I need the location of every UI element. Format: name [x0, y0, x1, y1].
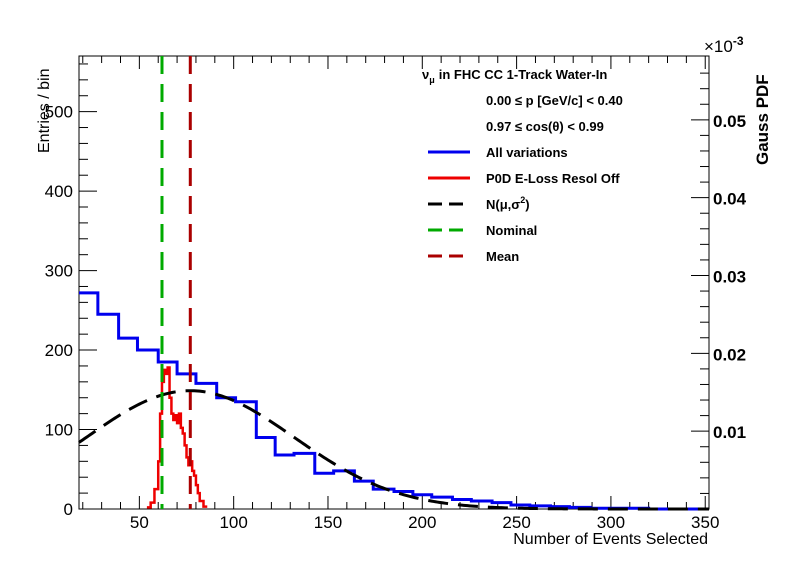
y2-exponent: -3: [733, 34, 744, 48]
x-tick-label: 100: [219, 513, 247, 532]
x-tick-label: 250: [502, 513, 530, 532]
vline-layer: [160, 56, 192, 509]
y-tick-label: 500: [45, 103, 73, 122]
y-tick-label: 300: [45, 262, 73, 281]
y-tick-label: 100: [45, 421, 73, 440]
y2-exponent-label: ×10-3: [704, 34, 744, 56]
series-layer: [78, 291, 709, 511]
y2-tick-label: 0.03: [713, 267, 746, 286]
legend-label: Nominal: [486, 223, 537, 238]
legend-label: N(μ,σ2): [486, 195, 530, 212]
y-tick-label: 200: [45, 341, 73, 360]
title-mu: μ: [429, 75, 435, 85]
y2-multiplier: ×10: [704, 37, 733, 56]
legend-label: Mean: [486, 249, 519, 264]
legend-label: P0D E-Loss Resol Off: [486, 171, 620, 186]
x-tick-label: 150: [314, 513, 342, 532]
p0d-eloss-histogram: [146, 366, 208, 509]
title-main: in FHC CC 1-Track Water-In: [439, 67, 608, 82]
y2-tick-label: 0.02: [713, 345, 746, 364]
cut-line-cos: 0.97 ≤ cos(θ) < 0.99: [486, 119, 604, 134]
y-axis-title: Entries / bin: [36, 69, 53, 153]
axes-layer: 50 100 150 200 250 300 350 0 100 200 300 400 500 0.01…: [45, 56, 747, 532]
all-variations-histogram: [79, 291, 709, 511]
y-tick-label: 400: [45, 182, 73, 201]
y-tick-label: 0: [64, 500, 73, 519]
plot-frame: [78, 55, 710, 510]
y2-tick-label: 0.01: [713, 423, 746, 442]
y2-axis-title: Gauss PDF: [753, 74, 772, 165]
x-tick-label: 200: [408, 513, 436, 532]
legend-entries: All variations P0D E-Loss Resol Off N(μ,σ2…: [428, 145, 620, 264]
x-tick-label: 50: [130, 513, 149, 532]
chart-title: νμ in FHC CC 1-Track Water-In: [422, 67, 607, 85]
title-nu: ν: [422, 67, 429, 82]
cut-line-momentum: 0.00 ≤ p [GeV/c] < 0.40: [486, 93, 623, 108]
y2-tick-label: 0.04: [713, 190, 747, 209]
legend-label: All variations: [486, 145, 568, 160]
x-tick-label: 350: [691, 513, 719, 532]
x-axis-title: Number of Events Selected: [513, 531, 708, 548]
x-tick-label: 300: [597, 513, 625, 532]
legend: νμ in FHC CC 1-Track Water-In 0.00 ≤ p [G…: [422, 67, 623, 264]
y2-tick-label: 0.05: [713, 112, 746, 131]
